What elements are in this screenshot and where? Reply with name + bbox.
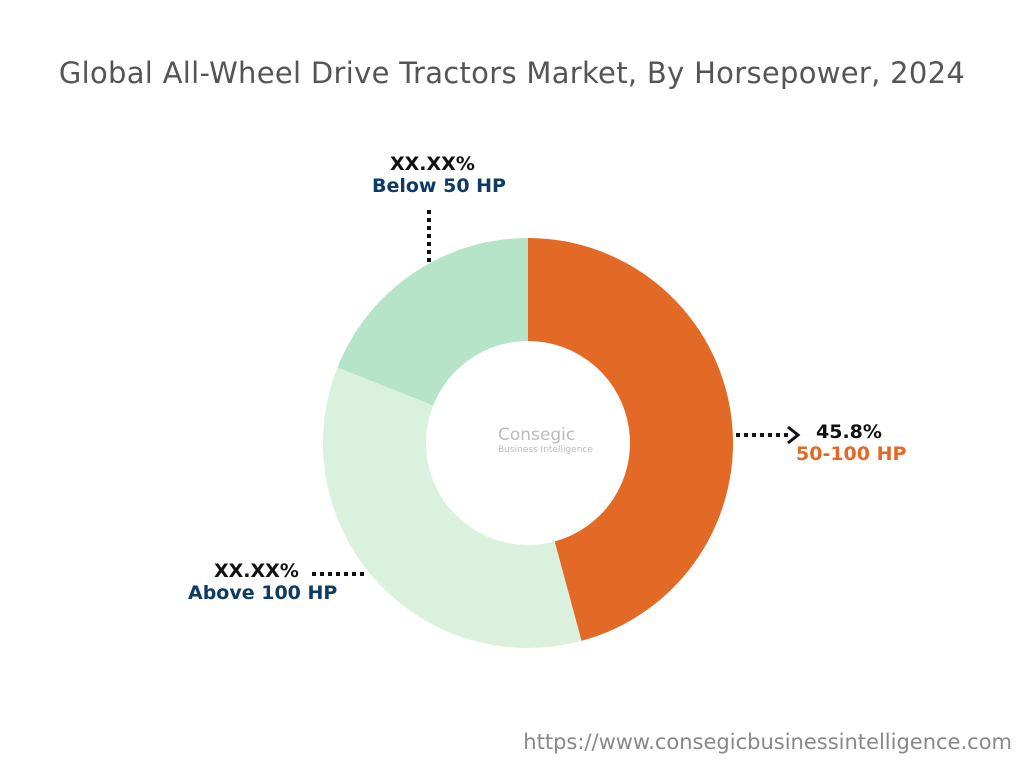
category-label: 50-100 HP	[796, 443, 907, 465]
slice-below-50-hp	[337, 237, 528, 406]
slice-above-100-hp	[322, 367, 582, 649]
data-label: 45.8%	[816, 421, 882, 443]
slice-50-100-hp	[528, 238, 733, 641]
data-label: XX.XX%	[214, 560, 299, 582]
data-label: XX.XX%	[390, 153, 475, 175]
source-url[interactable]: https://www.consegicbusinessintelligence…	[523, 730, 1012, 754]
arrow-icon	[787, 425, 801, 445]
label-50-100: 45.8% 50-100 HP	[796, 421, 926, 465]
label-above-100: XX.XX% Above 100 HP	[188, 560, 337, 604]
category-label: Above 100 HP	[188, 582, 338, 604]
watermark-logo: Consegic Business Intelligence	[498, 425, 593, 455]
label-below-50: XX.XX% Below 50 HP	[372, 153, 506, 197]
chart-title: Global All-Wheel Drive Tractors Market, …	[58, 56, 966, 90]
logo-name: Consegic	[498, 425, 576, 445]
category-label: Below 50 HP	[372, 175, 506, 197]
logo-tagline: Business Intelligence	[498, 445, 593, 455]
